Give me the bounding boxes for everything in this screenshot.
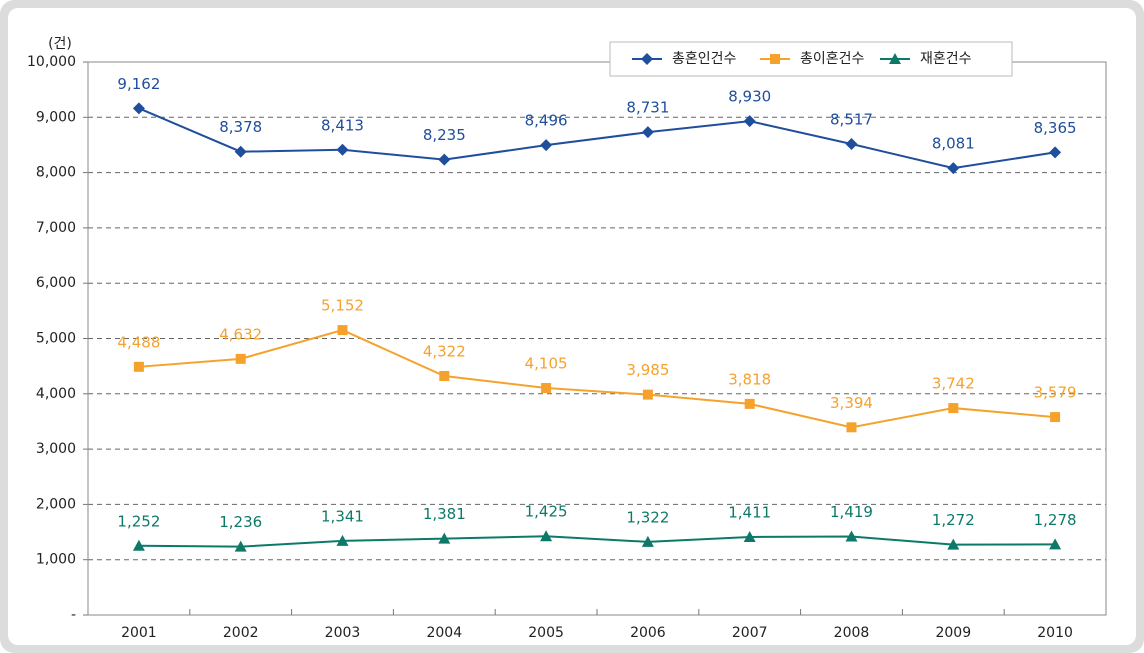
y-tick-label: 2,000 [36, 496, 76, 512]
marker [1049, 146, 1062, 159]
value-label: 8,235 [423, 126, 466, 144]
y-tick-label: 8,000 [36, 165, 76, 181]
value-label: 3,818 [728, 370, 771, 388]
marker [846, 422, 857, 433]
value-label: 5,152 [321, 297, 364, 315]
x-tick-label: 2002 [223, 625, 259, 641]
value-label: 1,272 [932, 511, 975, 529]
series-line [138, 329, 1056, 429]
value-label: 1,381 [423, 505, 466, 523]
marker [641, 53, 653, 65]
value-label: 4,632 [219, 325, 262, 343]
x-tick-label: 2006 [630, 625, 666, 641]
x-tick-label: 2009 [935, 625, 971, 641]
value-label: 3,742 [932, 375, 975, 393]
marker [947, 538, 960, 550]
marker [743, 530, 756, 542]
value-label: 8,365 [1034, 119, 1077, 137]
marker [234, 540, 247, 552]
x-tick-label: 2005 [528, 625, 564, 641]
marker [641, 535, 654, 547]
x-tick-label: 2004 [426, 625, 462, 641]
value-label: 1,411 [728, 503, 771, 521]
series-line [138, 107, 1056, 170]
value-label: 8,378 [219, 118, 262, 136]
marker [336, 143, 349, 156]
marker [744, 398, 755, 409]
marker [947, 162, 960, 175]
marker [743, 115, 756, 128]
series-line [138, 535, 1056, 548]
value-label: 8,496 [525, 112, 568, 130]
value-label: 3,985 [626, 361, 669, 379]
x-tick-label: 2008 [834, 625, 870, 641]
value-label: 1,252 [117, 512, 160, 530]
marker [438, 153, 451, 166]
marker [234, 145, 247, 158]
marker [132, 102, 145, 115]
value-label: 1,425 [525, 503, 568, 521]
marker [1050, 412, 1061, 423]
y-unit-label: (건) [48, 36, 72, 52]
value-label: 1,419 [830, 503, 873, 521]
marker [1049, 538, 1062, 550]
value-label: 8,413 [321, 116, 364, 134]
x-tick-label: 2001 [121, 625, 157, 641]
value-label: 1,236 [219, 513, 262, 531]
legend-label: 재혼건수 [920, 51, 972, 67]
panel [8, 8, 1136, 645]
value-label: 9,162 [117, 75, 160, 93]
y-tick-label: 5,000 [36, 331, 76, 347]
y-tick-label: 6,000 [36, 275, 76, 291]
marker [337, 325, 348, 336]
value-label: 3,579 [1034, 384, 1077, 402]
marker [541, 382, 552, 393]
value-label: 1,341 [321, 507, 364, 525]
y-tick-label: 3,000 [36, 441, 76, 457]
y-tick-label: 1,000 [36, 552, 76, 568]
marker [133, 361, 144, 372]
y-tick-label: 9,000 [36, 109, 76, 125]
marker [948, 403, 959, 414]
legend-box [609, 41, 1013, 77]
value-label: 8,930 [728, 88, 771, 106]
marker [336, 534, 349, 546]
y-tick-label: 4,000 [36, 386, 76, 402]
marker [770, 54, 780, 64]
value-label: 1,278 [1034, 511, 1077, 529]
legend-label: 총혼인건수 [672, 51, 737, 67]
marker [540, 139, 553, 152]
x-tick-label: 2003 [325, 625, 361, 641]
value-label: 8,081 [932, 135, 975, 153]
marker [845, 138, 858, 151]
y-tick-label: - [71, 607, 76, 623]
y-tick-label: 10,000 [27, 54, 76, 70]
value-label: 3,394 [830, 394, 873, 412]
x-tick-label: 2007 [732, 625, 768, 641]
marker [132, 539, 145, 551]
value-label: 4,322 [423, 342, 466, 360]
value-label: 8,731 [626, 99, 669, 117]
marker [235, 353, 246, 364]
legend-label: 총이혼건수 [800, 51, 865, 67]
marker [540, 530, 553, 542]
marker [889, 53, 901, 64]
marker [438, 532, 451, 544]
marker [845, 530, 858, 542]
value-label: 4,105 [525, 354, 568, 372]
value-label: 4,488 [117, 333, 160, 351]
y-tick-label: 7,000 [36, 220, 76, 236]
marker [641, 126, 654, 139]
marker [439, 370, 450, 381]
x-tick-label: 2010 [1037, 625, 1073, 641]
marker [642, 389, 653, 400]
value-label: 1,322 [626, 508, 669, 526]
value-label: 8,517 [830, 111, 873, 129]
